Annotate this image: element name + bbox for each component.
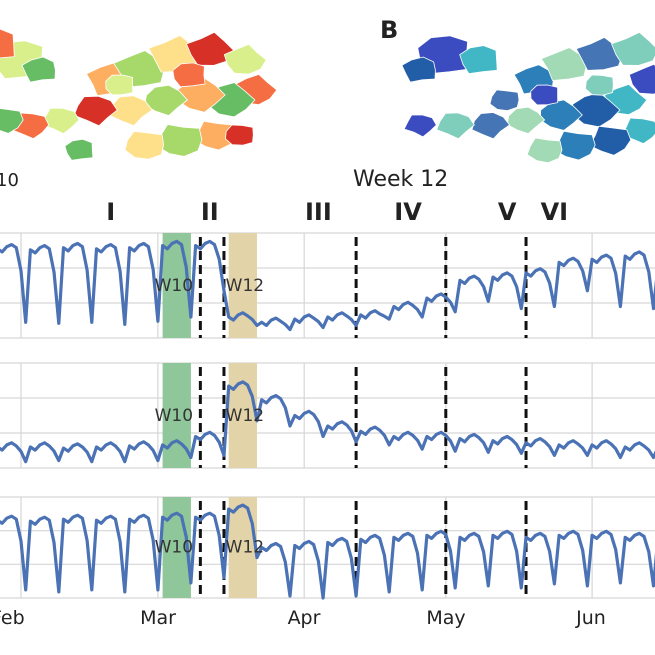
panel-label-b: B [380,16,398,44]
map-region [489,89,520,112]
highlight-w10 [162,233,191,338]
x-tick-label-feb: Feb [0,607,25,629]
map-region [471,112,511,140]
map-region [506,106,546,135]
phase-label: I [106,198,115,226]
map-region [403,114,437,138]
map-region [0,108,24,134]
map-region [105,74,134,96]
map-region [144,84,188,117]
map-week-10 [0,28,278,161]
map-region [0,28,15,59]
phase-label: VI [541,198,569,226]
map-region [225,124,254,146]
map-region [64,138,94,161]
series-line [0,380,655,464]
map-right-caption: Week 12 [353,167,448,192]
annotation-w12: W12 [226,276,264,296]
panel-1: W10 W12 [0,232,655,339]
map-region [21,56,56,83]
phase-label: IV [394,198,422,226]
annotation-w10: W10 [155,406,193,426]
x-tick-label-may: May [426,607,465,629]
map-region [156,124,203,157]
phase-label: III [305,198,332,226]
map-region [73,95,118,127]
map-region [585,74,614,96]
x-tick-label-apr: Apr [288,607,321,629]
x-tick-label-jun: Jun [575,607,606,629]
map-region [575,36,624,71]
annotation-w12: W12 [226,406,264,426]
map-region [610,31,655,66]
highlight-w12 [228,497,257,598]
phase-labels: I II III IV V VI [106,198,568,226]
map-region [526,137,563,164]
map-region [124,130,165,160]
panel-2: W10 W12 [0,362,655,469]
phase-label: V [498,198,517,226]
map-week-12 [401,31,655,164]
map-region [628,63,655,95]
series-line [0,503,655,600]
map-region [172,62,206,88]
map-left-caption: 10 [0,170,19,191]
map-region [459,45,498,75]
map-region [41,107,80,135]
map-region [588,125,632,156]
annotation-w10: W10 [155,276,193,296]
annotation-w10: W10 [155,538,193,558]
line-panels: W10 W12 W10 W12 W10 W12 [0,232,655,600]
map-region [530,84,559,106]
panel-3: W10 W12 [0,496,655,600]
x-tick-label-mar: Mar [140,607,176,629]
annotation-w12: W12 [226,538,264,558]
map-region [185,31,234,66]
map-region [223,43,267,75]
maps: 10 B Week 12 [0,16,655,192]
map-region [436,112,475,140]
x-axis-ticks: Feb Mar Apr May Jun [0,607,606,629]
map-region [540,47,588,81]
series-line [0,239,655,332]
map-region [401,56,436,83]
phase-label: II [201,198,219,226]
